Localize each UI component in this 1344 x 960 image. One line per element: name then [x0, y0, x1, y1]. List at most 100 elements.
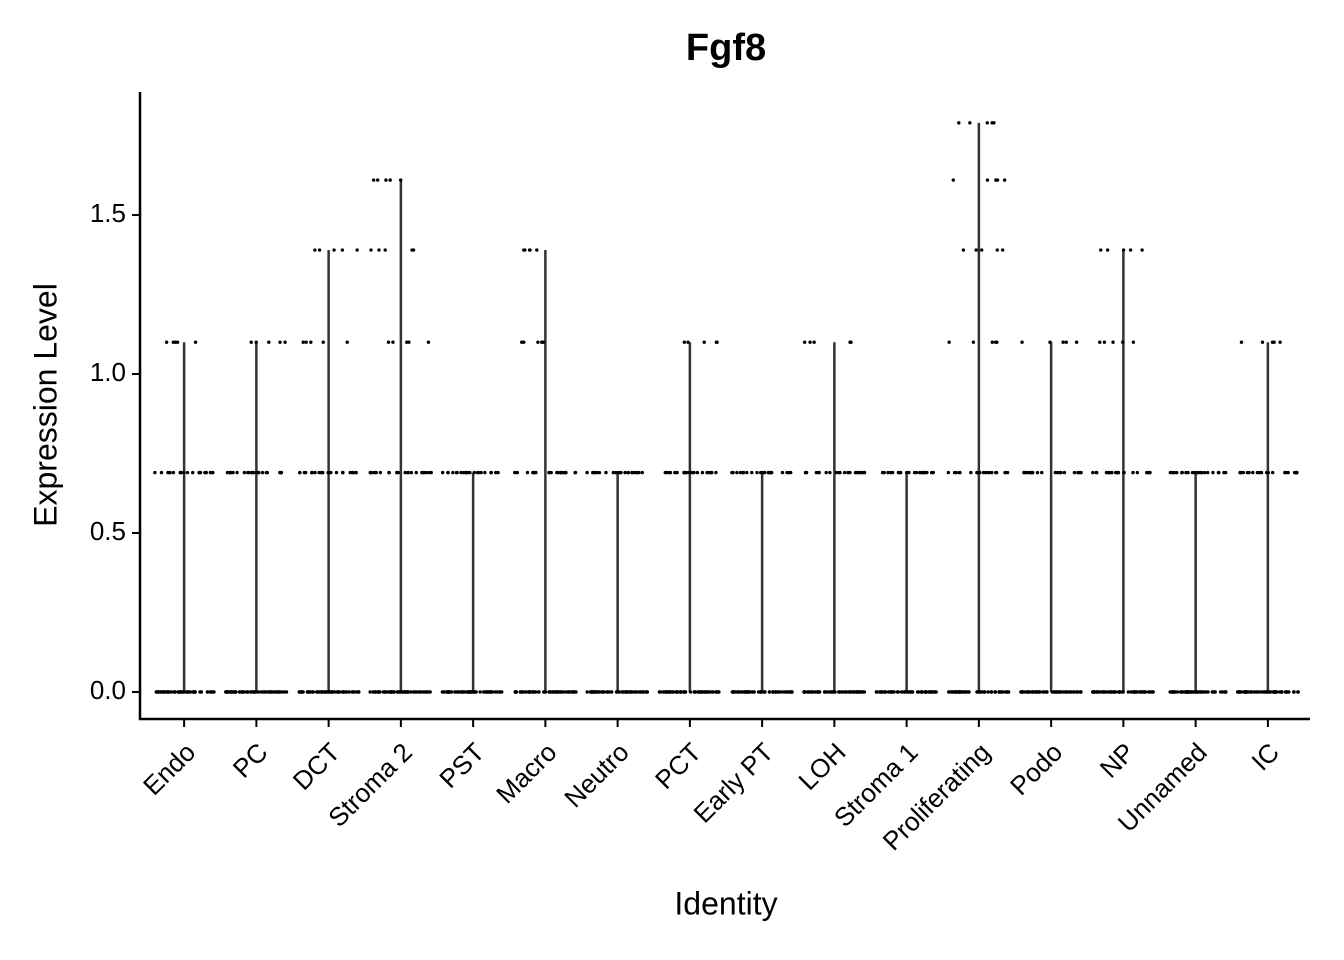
point: [409, 690, 413, 694]
point: [750, 470, 754, 475]
point: [406, 470, 410, 475]
point: [904, 470, 909, 475]
point: [489, 470, 494, 475]
point: [206, 690, 210, 694]
point: [663, 690, 667, 694]
point: [1264, 690, 1268, 694]
point: [231, 470, 235, 475]
point: [787, 470, 791, 475]
point: [666, 690, 670, 694]
point: [1120, 690, 1125, 694]
point: [1295, 470, 1299, 475]
point: [686, 340, 690, 344]
point: [409, 470, 414, 475]
point: [1190, 690, 1194, 694]
point: [171, 470, 176, 475]
point: [934, 690, 938, 694]
point: [525, 470, 530, 475]
point: [384, 178, 388, 182]
point: [159, 470, 164, 475]
point: [1179, 690, 1183, 694]
point: [528, 690, 532, 694]
point: [928, 690, 932, 694]
point: [733, 690, 737, 694]
x-tick-label: PCT: [649, 737, 707, 795]
point: [767, 470, 771, 475]
point: [208, 470, 213, 475]
point: [1270, 470, 1275, 475]
point: [1220, 690, 1225, 694]
point: [857, 690, 862, 694]
point: [446, 470, 450, 475]
point: [464, 470, 468, 475]
point: [561, 470, 565, 475]
point: [1196, 470, 1201, 475]
point: [278, 340, 282, 344]
point: [391, 340, 395, 344]
point: [961, 248, 966, 252]
point: [371, 178, 376, 182]
point: [1224, 690, 1228, 694]
point: [455, 470, 459, 475]
point: [423, 690, 427, 694]
point: [1078, 690, 1083, 694]
point: [688, 690, 693, 694]
point: [240, 690, 244, 694]
point: [1094, 470, 1098, 475]
point: [297, 470, 302, 475]
point: [761, 470, 765, 475]
point: [543, 690, 548, 694]
point: [283, 340, 287, 344]
point: [531, 470, 535, 475]
point: [995, 178, 1000, 182]
x-axis-label: Identity: [674, 885, 777, 921]
point: [837, 470, 842, 475]
x-tick-label: Early PT: [688, 737, 780, 829]
point: [321, 340, 325, 344]
point: [1296, 690, 1300, 694]
point: [984, 470, 988, 475]
point: [824, 470, 828, 475]
point: [635, 470, 639, 475]
point: [923, 690, 928, 694]
point: [164, 340, 169, 344]
point: [317, 248, 322, 252]
point: [1062, 470, 1067, 475]
point: [886, 470, 890, 475]
point: [645, 690, 650, 694]
point: [474, 690, 478, 694]
point: [493, 470, 498, 475]
point: [994, 470, 998, 475]
point: [420, 470, 424, 475]
point: [1251, 470, 1255, 475]
point: [997, 690, 1001, 694]
point: [714, 340, 719, 344]
point: [1000, 690, 1004, 694]
point: [244, 690, 249, 694]
point: [573, 470, 578, 475]
point: [849, 690, 853, 694]
point: [1186, 690, 1190, 694]
point: [428, 690, 432, 694]
point: [1022, 470, 1026, 475]
point: [990, 340, 994, 344]
point: [1266, 470, 1271, 475]
point: [585, 470, 589, 475]
point: [185, 690, 189, 694]
point: [585, 690, 589, 694]
point: [908, 690, 913, 694]
point: [905, 690, 910, 694]
point: [848, 340, 852, 344]
point: [1224, 470, 1228, 475]
point: [198, 690, 202, 694]
point: [324, 690, 328, 694]
point: [617, 690, 622, 694]
point: [211, 470, 215, 475]
point: [946, 470, 951, 475]
point: [1216, 470, 1221, 475]
point: [254, 340, 258, 344]
point: [398, 690, 402, 694]
point: [263, 690, 267, 694]
x-tick-label: PST: [433, 737, 490, 794]
point: [740, 690, 744, 694]
